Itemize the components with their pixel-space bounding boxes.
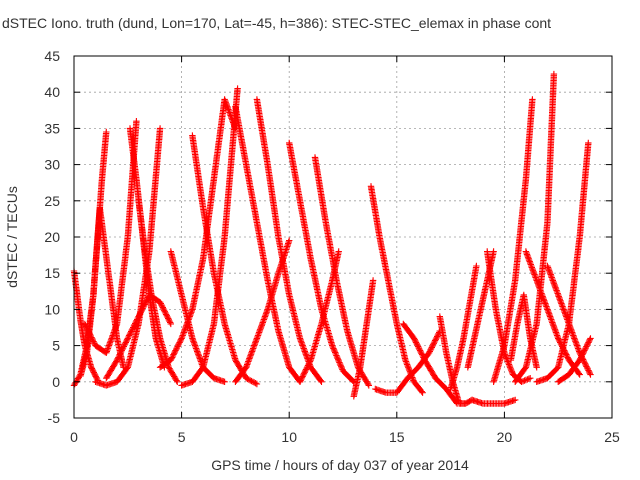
- series-sat-l: [189, 132, 261, 388]
- series-sat-f: [103, 291, 174, 382]
- series-sat-p: [286, 139, 357, 385]
- series-markers: [533, 139, 592, 385]
- series-sat-ac: [512, 70, 558, 385]
- x-tick-label: 15: [389, 429, 405, 445]
- series-markers: [468, 396, 519, 407]
- y-tick-label: -5: [48, 410, 61, 426]
- y-tick-label: 0: [52, 374, 60, 390]
- series-markers: [544, 262, 594, 378]
- x-tick-label: 0: [70, 429, 78, 445]
- series-markers: [490, 96, 536, 385]
- series-sat-j: [156, 96, 239, 371]
- series-sat-ae: [533, 139, 592, 385]
- series-sat-y: [468, 396, 519, 407]
- series-markers: [189, 132, 261, 388]
- axis-ticks: 0 5 10 15 20 25 -5 0 5 10 15 20 25 30 35 40 45: [44, 48, 620, 445]
- y-tick-label: 30: [44, 157, 60, 173]
- series-sat-k: [178, 85, 241, 389]
- series-sat-d: [81, 118, 140, 356]
- chart-title: dSTEC Iono. truth (dund, Lon=170, Lat=-4…: [2, 15, 551, 31]
- series-sat-ah: [507, 291, 540, 371]
- y-tick-label: 40: [44, 84, 60, 100]
- y-tick-label: 5: [52, 338, 60, 354]
- series-markers: [103, 291, 174, 382]
- series-markers: [555, 335, 594, 385]
- y-tick-label: 35: [44, 120, 60, 136]
- x-tick-label: 25: [604, 429, 620, 445]
- series-markers: [232, 237, 293, 385]
- x-tick-label: 10: [281, 429, 297, 445]
- series-markers: [296, 248, 342, 385]
- series-sat-v: [400, 320, 461, 407]
- series-sat-ab: [490, 96, 536, 385]
- series-sat-t: [367, 183, 426, 396]
- y-tick-label: 10: [44, 301, 60, 317]
- series-sat-s: [350, 277, 377, 400]
- series-markers: [367, 183, 426, 396]
- series-markers: [512, 70, 558, 385]
- series-markers: [507, 291, 540, 371]
- data-series: [70, 70, 594, 407]
- series-sat-af: [544, 262, 594, 378]
- series-markers: [350, 277, 377, 400]
- series-markers: [286, 139, 357, 385]
- series-markers: [156, 96, 239, 371]
- y-tick-label: 25: [44, 193, 60, 209]
- series-markers: [447, 262, 480, 393]
- series-sat-o: [232, 237, 293, 385]
- x-axis-label: GPS time / hours of day 037 of year 2014: [211, 457, 469, 473]
- series-sat-r: [296, 248, 342, 385]
- series-markers: [178, 85, 241, 389]
- series-markers: [400, 320, 461, 407]
- y-tick-label: 20: [44, 229, 60, 245]
- series-markers: [81, 118, 140, 356]
- series-sat-x: [447, 262, 480, 393]
- y-tick-label: 45: [44, 48, 60, 64]
- y-axis-label: dSTEC / TECUs: [4, 186, 20, 288]
- y-tick-label: 15: [44, 265, 60, 281]
- series-sat-ag: [555, 335, 594, 385]
- x-tick-label: 5: [178, 429, 186, 445]
- x-tick-label: 20: [497, 429, 513, 445]
